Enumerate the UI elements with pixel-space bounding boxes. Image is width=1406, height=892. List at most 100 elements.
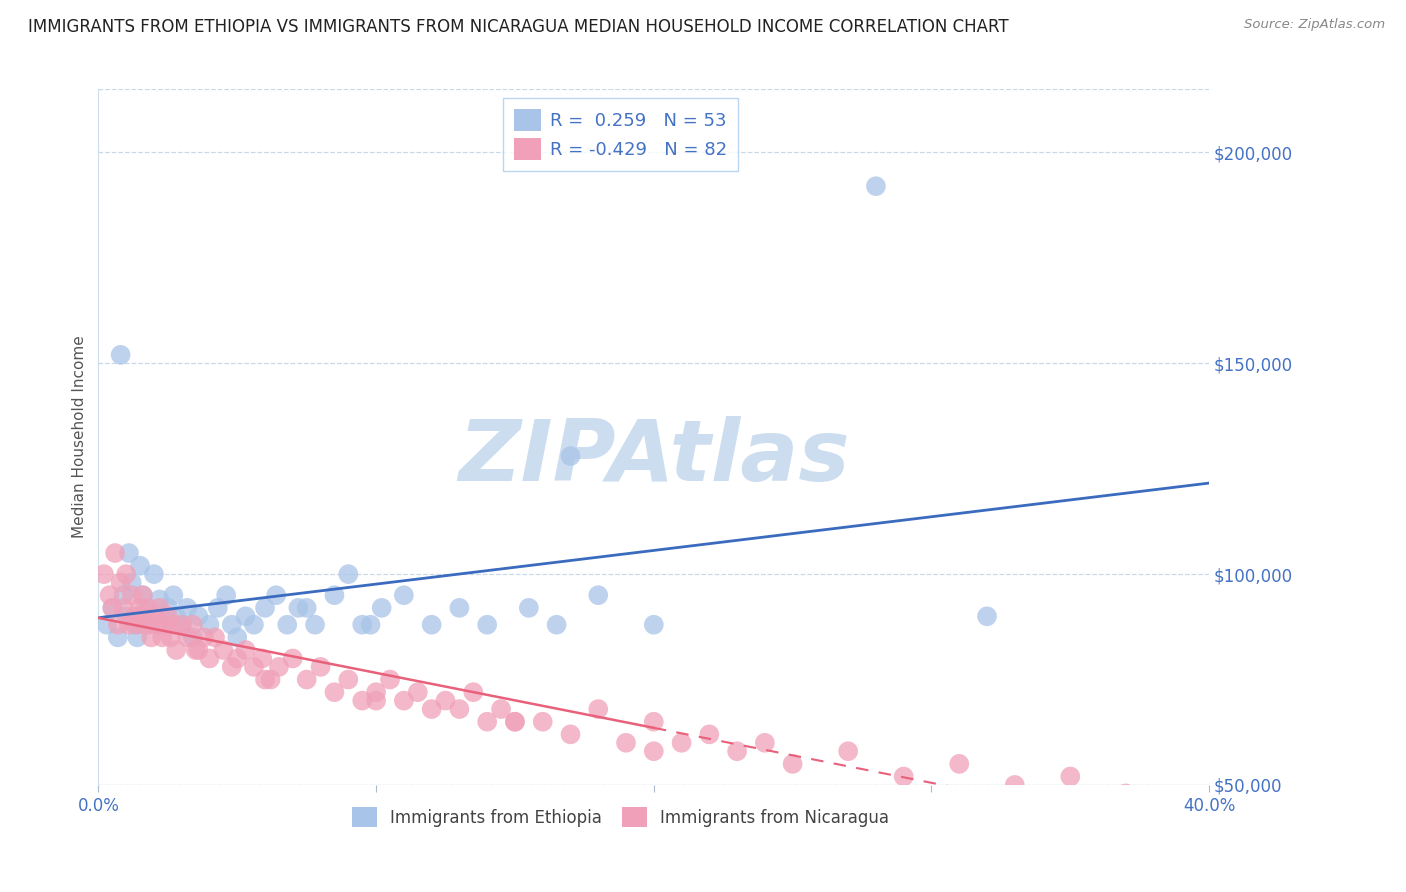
- Point: [560, 449, 582, 463]
- Point: [141, 631, 163, 645]
- Point: [531, 714, 554, 729]
- Point: [287, 600, 309, 615]
- Point: [392, 693, 415, 707]
- Point: [252, 651, 274, 665]
- Point: [449, 600, 471, 615]
- Point: [295, 600, 318, 615]
- Point: [588, 588, 610, 602]
- Point: [187, 643, 209, 657]
- Point: [420, 617, 443, 632]
- Point: [254, 600, 277, 615]
- Point: [204, 631, 226, 645]
- Text: ZIPAtlas: ZIPAtlas: [458, 417, 849, 500]
- Point: [221, 617, 243, 632]
- Point: [107, 617, 129, 632]
- Point: [449, 702, 471, 716]
- Legend: Immigrants from Ethiopia, Immigrants from Nicaragua: Immigrants from Ethiopia, Immigrants fro…: [343, 798, 897, 836]
- Point: [198, 617, 221, 632]
- Point: [235, 643, 257, 657]
- Text: Source: ZipAtlas.com: Source: ZipAtlas.com: [1244, 18, 1385, 31]
- Point: [243, 660, 266, 674]
- Point: [138, 600, 160, 615]
- Point: [207, 600, 229, 615]
- Point: [406, 685, 429, 699]
- Point: [378, 673, 401, 687]
- Point: [366, 685, 388, 699]
- Point: [643, 744, 665, 758]
- Point: [259, 673, 281, 687]
- Point: [110, 575, 132, 590]
- Point: [150, 631, 173, 645]
- Point: [176, 600, 198, 615]
- Point: [1170, 799, 1192, 814]
- Point: [560, 727, 582, 741]
- Point: [267, 660, 290, 674]
- Point: [96, 617, 118, 632]
- Point: [503, 714, 526, 729]
- Point: [699, 727, 721, 741]
- Point: [517, 600, 540, 615]
- Point: [115, 609, 138, 624]
- Point: [127, 631, 149, 645]
- Point: [366, 693, 388, 707]
- Point: [360, 617, 382, 632]
- Point: [193, 631, 215, 645]
- Point: [184, 643, 207, 657]
- Point: [127, 617, 149, 632]
- Point: [976, 609, 998, 624]
- Point: [1198, 812, 1220, 826]
- Point: [337, 673, 360, 687]
- Point: [1115, 786, 1137, 800]
- Point: [614, 736, 637, 750]
- Point: [588, 702, 610, 716]
- Point: [129, 600, 152, 615]
- Point: [121, 588, 143, 602]
- Point: [198, 651, 221, 665]
- Point: [643, 714, 665, 729]
- Point: [893, 770, 915, 784]
- Point: [215, 588, 238, 602]
- Point: [337, 567, 360, 582]
- Point: [110, 348, 132, 362]
- Point: [150, 617, 173, 632]
- Point: [145, 617, 167, 632]
- Point: [124, 617, 146, 632]
- Point: [281, 651, 304, 665]
- Text: IMMIGRANTS FROM ETHIOPIA VS IMMIGRANTS FROM NICARAGUA MEDIAN HOUSEHOLD INCOME CO: IMMIGRANTS FROM ETHIOPIA VS IMMIGRANTS F…: [28, 18, 1008, 36]
- Point: [176, 631, 198, 645]
- Point: [187, 609, 209, 624]
- Point: [948, 756, 970, 771]
- Point: [138, 617, 160, 632]
- Point: [1059, 770, 1081, 784]
- Point: [254, 673, 277, 687]
- Point: [503, 714, 526, 729]
- Point: [162, 617, 184, 632]
- Point: [323, 588, 346, 602]
- Point: [132, 588, 155, 602]
- Point: [156, 609, 179, 624]
- Point: [434, 693, 457, 707]
- Point: [865, 179, 887, 194]
- Point: [475, 714, 499, 729]
- Point: [132, 588, 155, 602]
- Point: [101, 600, 124, 615]
- Point: [143, 609, 166, 624]
- Point: [101, 600, 124, 615]
- Point: [475, 617, 499, 632]
- Point: [143, 567, 166, 582]
- Point: [352, 693, 374, 707]
- Point: [392, 588, 415, 602]
- Point: [159, 631, 181, 645]
- Point: [135, 617, 157, 632]
- Point: [323, 685, 346, 699]
- Point: [115, 567, 138, 582]
- Point: [129, 558, 152, 573]
- Point: [226, 651, 249, 665]
- Point: [235, 609, 257, 624]
- Point: [165, 609, 187, 624]
- Point: [124, 609, 146, 624]
- Point: [135, 600, 157, 615]
- Point: [98, 588, 121, 602]
- Point: [112, 588, 135, 602]
- Point: [243, 617, 266, 632]
